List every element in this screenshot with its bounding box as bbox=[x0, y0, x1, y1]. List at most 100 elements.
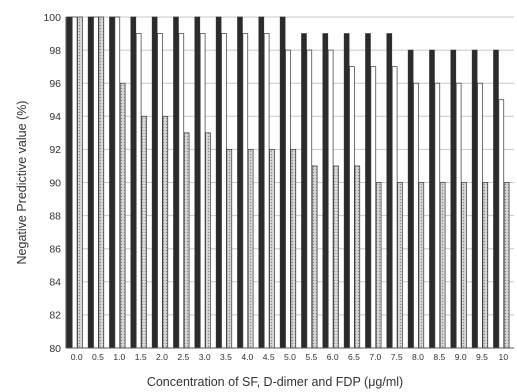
bar-dark bbox=[429, 49, 435, 349]
bar-dotted bbox=[77, 16, 83, 349]
bar-dark bbox=[279, 16, 286, 349]
y-tick-label: 82 bbox=[49, 310, 61, 322]
bar-white bbox=[391, 66, 398, 349]
y-tick-label: 92 bbox=[49, 144, 61, 156]
bar-dotted bbox=[141, 115, 147, 349]
bar-dark bbox=[151, 16, 158, 349]
bar-dark bbox=[237, 16, 243, 349]
x-tick-label: 8.0 bbox=[412, 352, 424, 362]
x-tick-label: 9.5 bbox=[476, 352, 488, 362]
y-axis-title: Negative Predictive value (%) bbox=[15, 101, 29, 265]
bar-white bbox=[455, 82, 462, 349]
x-tick-label: 4.0 bbox=[241, 352, 253, 362]
bar-dotted bbox=[205, 132, 211, 349]
bar-dotted bbox=[375, 182, 382, 349]
x-tick-label: 5.0 bbox=[284, 352, 296, 362]
axes bbox=[65, 17, 514, 349]
bar-dark bbox=[87, 16, 94, 349]
bar-white bbox=[327, 49, 334, 349]
bar-dotted bbox=[290, 149, 297, 349]
bar-white bbox=[498, 99, 505, 349]
bar-dark bbox=[407, 49, 414, 349]
x-tick-label: 2.5 bbox=[177, 352, 189, 362]
bar-dotted bbox=[311, 165, 318, 349]
bar-dotted bbox=[461, 182, 467, 349]
x-tick-label: 7.5 bbox=[391, 352, 403, 362]
bar-dark bbox=[215, 16, 222, 349]
bar-white bbox=[221, 33, 227, 349]
bar-dark bbox=[322, 33, 329, 349]
bar-dotted bbox=[98, 16, 105, 349]
x-tick-label: 1.5 bbox=[135, 352, 147, 362]
x-tick-label: 6.5 bbox=[348, 352, 360, 362]
bar-dotted bbox=[397, 182, 403, 349]
bar-white bbox=[157, 33, 163, 349]
y-tick-label: 90 bbox=[49, 177, 61, 189]
bar-white bbox=[242, 33, 249, 349]
y-tick-label: 80 bbox=[49, 343, 61, 355]
x-tick-label: 8.5 bbox=[433, 352, 445, 362]
bar-dotted bbox=[269, 149, 275, 349]
bar-dark bbox=[365, 33, 371, 349]
bar-dark bbox=[343, 33, 350, 349]
bar-dark bbox=[109, 16, 115, 349]
bar-white bbox=[285, 49, 291, 349]
bar-white bbox=[93, 16, 99, 349]
bar-dark bbox=[173, 16, 179, 349]
y-tick-label: 84 bbox=[49, 277, 61, 289]
bar-dotted bbox=[354, 165, 361, 349]
bar-dotted bbox=[247, 149, 254, 349]
y-tick-label: 96 bbox=[49, 78, 61, 90]
bar-dotted bbox=[439, 182, 446, 349]
bar-dark bbox=[66, 16, 73, 349]
bar-white bbox=[434, 82, 441, 349]
bar-dotted bbox=[226, 149, 233, 349]
x-tick-label: 10 bbox=[499, 352, 509, 362]
bar-white bbox=[306, 49, 313, 349]
bar-dotted bbox=[119, 82, 126, 349]
bar-dark bbox=[450, 49, 457, 349]
bar-white bbox=[413, 82, 419, 349]
bar-dotted bbox=[333, 165, 339, 349]
bar-white bbox=[114, 16, 121, 349]
bar-white bbox=[370, 66, 377, 349]
x-tick-label: 4.5 bbox=[263, 352, 275, 362]
x-tick-label: 5.5 bbox=[305, 352, 317, 362]
x-tick-label: 3.0 bbox=[199, 352, 211, 362]
bar-dark bbox=[258, 16, 265, 349]
bars bbox=[66, 16, 510, 349]
x-tick-label: 3.5 bbox=[220, 352, 232, 362]
bar-white bbox=[71, 16, 78, 349]
x-tick-label: 0.5 bbox=[92, 352, 104, 362]
x-tick-label: 9.0 bbox=[455, 352, 467, 362]
y-tick-labels: 80 82 84 86 88 90 92 94 96 98 100 bbox=[43, 12, 61, 355]
bar-dark bbox=[194, 16, 201, 349]
bar-dotted bbox=[183, 132, 190, 349]
x-tick-label: 7.0 bbox=[369, 352, 381, 362]
y-tick-label: 94 bbox=[49, 111, 61, 123]
bar-white bbox=[477, 82, 483, 349]
y-tick-label: 86 bbox=[49, 244, 61, 256]
bar-white bbox=[263, 33, 270, 349]
bar-white bbox=[199, 33, 206, 349]
y-tick-label: 100 bbox=[43, 12, 61, 24]
x-axis-title: Concentration of SF, D-dimer and FDP (μg… bbox=[147, 375, 403, 389]
x-tick-label: 1.0 bbox=[113, 352, 125, 362]
x-tick-labels: 0.0 0.5 1.0 1.5 2.0 2.5 3.0 3.5 4.0 4.5 5.0 5.5 6.0 6… bbox=[71, 352, 509, 362]
x-tick-label: 6.0 bbox=[327, 352, 339, 362]
x-tick-label: 2.0 bbox=[156, 352, 168, 362]
bar-dotted bbox=[482, 182, 489, 349]
bar-dark bbox=[493, 49, 499, 349]
y-tick-label: 88 bbox=[49, 210, 61, 222]
bar-dark bbox=[386, 33, 393, 349]
bar-white bbox=[178, 33, 185, 349]
bar-dotted bbox=[162, 115, 169, 349]
bar-dark bbox=[301, 33, 307, 349]
bar-dark bbox=[130, 16, 137, 349]
bar-dark bbox=[471, 49, 478, 349]
bar-dotted bbox=[503, 182, 510, 349]
bar-white bbox=[135, 33, 142, 349]
bar-white bbox=[349, 66, 355, 349]
y-tick-label: 98 bbox=[49, 45, 61, 57]
